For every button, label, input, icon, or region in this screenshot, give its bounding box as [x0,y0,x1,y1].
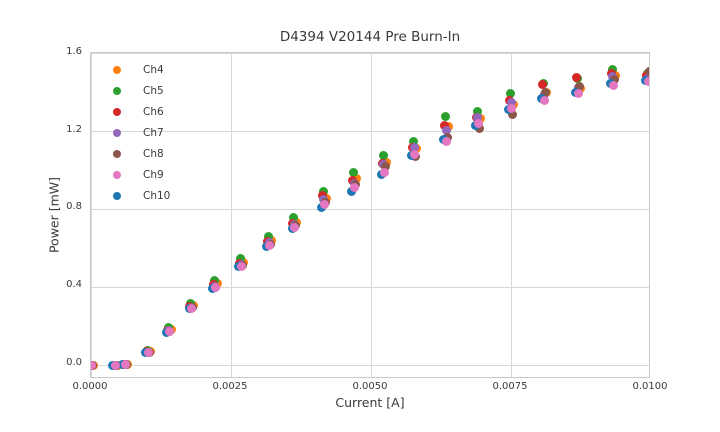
data-point [210,283,220,293]
data-point [349,168,359,178]
legend-item-label: Ch8 [143,147,164,160]
legend-item: Ch9 [104,164,170,185]
data-point [442,136,452,146]
legend: Ch4 Ch5 Ch6 Ch7 Ch8 Ch9 Ch10 [104,59,170,206]
x-tick-label: 0.0025 [212,381,248,392]
x-tick-label: 0.0000 [72,381,108,392]
data-point [472,107,482,117]
legend-item-label: Ch7 [143,126,164,139]
data-point [473,113,483,123]
data-point [507,103,517,113]
legend-item: Ch10 [104,185,170,206]
data-point [121,360,131,370]
data-point [209,275,219,285]
data-point [187,303,197,313]
data-point [237,261,247,271]
legend-item-label: Ch4 [143,63,164,76]
legend-marker-icon [113,149,121,158]
data-point [410,150,420,160]
data-point [409,142,419,152]
data-point [608,81,618,91]
y-tick-label: 1.2 [66,123,82,135]
data-point [409,136,419,146]
y-gridline [91,53,649,55]
data-point [505,89,515,99]
y-gridline [91,364,649,366]
data-point [350,183,360,193]
data-point [441,126,451,136]
legend-marker-icon [113,86,121,95]
chart-title: D4394 V20144 Pre Burn-In [279,29,461,45]
data-point [537,80,547,90]
data-point [609,74,619,84]
legend-marker-icon [113,107,121,116]
data-point [91,360,97,370]
data-point [474,119,484,129]
data-point [378,151,388,161]
data-point [644,67,649,77]
data-point [380,162,390,172]
legend-item-label: Ch5 [143,84,164,97]
data-point [379,167,389,177]
data-point [474,124,484,134]
legend-item: Ch7 [104,122,170,143]
y-tick-label: 0.8 [66,201,82,213]
legend-item-label: Ch6 [143,105,164,118]
x-tick-label: 0.0100 [632,381,668,392]
legend-item: Ch8 [104,143,170,164]
data-point [644,77,649,87]
data-point [289,213,299,223]
y-tick-label: 0.4 [66,279,82,291]
legend-marker-icon [113,128,121,137]
y-axis-label: Power [mW] [46,176,62,254]
data-point [574,82,584,92]
y-gridline [91,286,649,288]
data-point [236,254,246,264]
legend-marker-icon [113,170,121,179]
legend-marker-icon [113,191,121,200]
legend-item-label: Ch9 [143,168,164,181]
x-tick-label: 0.0075 [492,381,528,392]
legend-item-label: Ch10 [143,189,171,202]
x-gridline [230,53,232,377]
data-point [164,327,174,337]
y-gridline [91,208,649,210]
data-point [540,87,550,97]
data-point [439,121,449,130]
y-gridline [91,131,649,133]
legend-item: Ch5 [104,80,170,101]
plot-area [90,52,650,378]
x-tick-label: 0.0050 [352,381,388,392]
legend-item: Ch4 [104,59,170,80]
x-gridline [510,53,512,377]
data-point [144,348,154,358]
legend-marker-icon [113,65,121,74]
x-axis-label: Current [A] [335,395,405,410]
data-point [572,72,582,82]
data-point [574,89,584,99]
data-point [111,360,121,370]
data-point [507,109,517,119]
data-point [506,97,516,107]
x-gridline [370,53,372,377]
data-point [440,112,450,122]
data-point [540,95,550,105]
data-point [320,200,330,210]
y-tick-label: 0.0 [66,357,82,368]
y-tick-label: 1.6 [66,45,82,57]
data-point [290,223,300,233]
data-point [265,240,275,250]
data-point [318,186,328,196]
legend-item: Ch6 [104,101,170,122]
x-gridline [91,53,92,377]
